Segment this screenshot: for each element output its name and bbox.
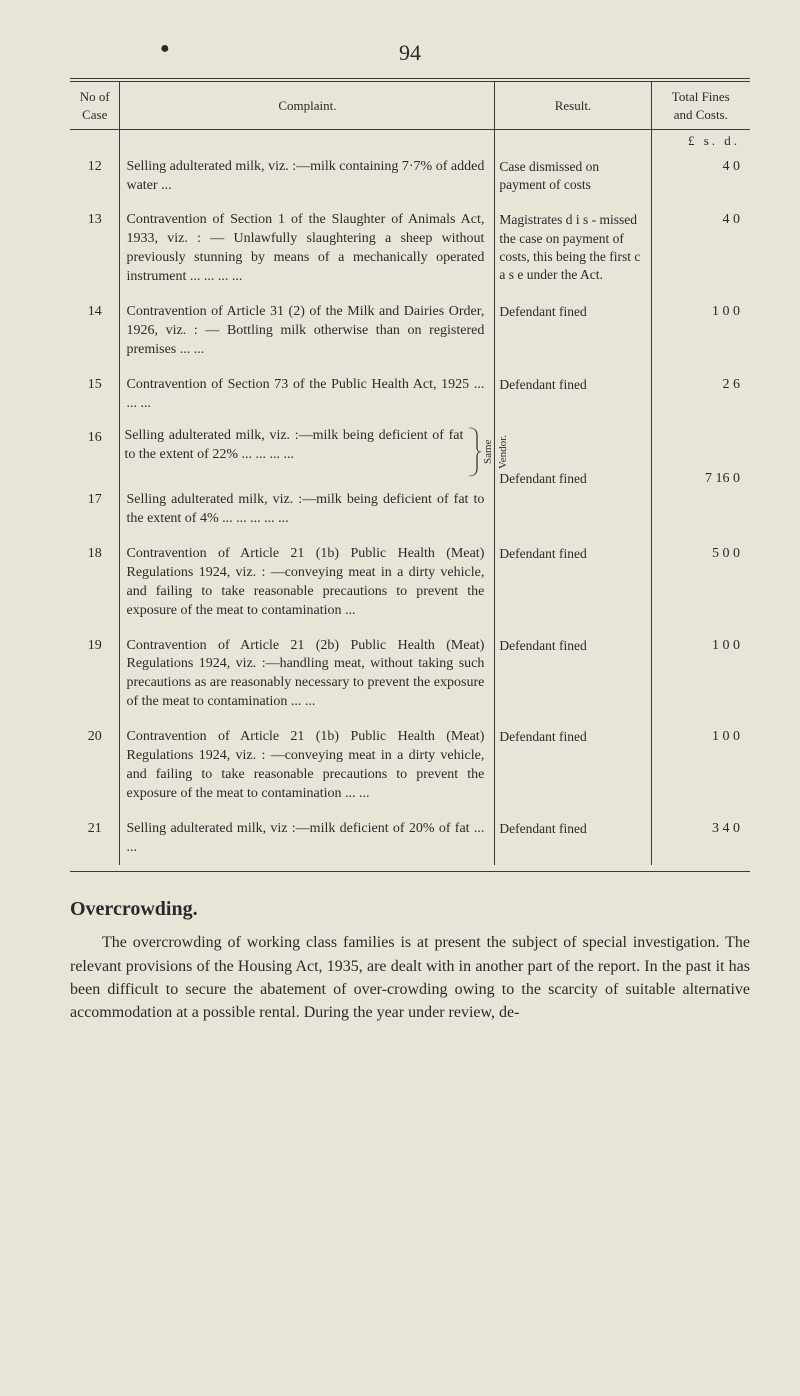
complaint-text: Contravention of Section 1 of the Slaugh… bbox=[120, 203, 495, 295]
case-number: 15 bbox=[70, 368, 120, 422]
complaint-text: Contravention of Article 31 (2) of the M… bbox=[120, 295, 495, 368]
overcrowding-heading: Overcrowding. bbox=[70, 898, 750, 921]
header-complaint: Complaint. bbox=[120, 82, 495, 130]
table-row: 15 Contravention of Section 73 of the Pu… bbox=[70, 368, 750, 422]
fines-amount: 5 0 0 bbox=[651, 537, 750, 629]
case-number: 21 bbox=[70, 812, 120, 866]
case-number: 12 bbox=[70, 150, 120, 204]
table-row bbox=[120, 471, 494, 483]
table-row: 19 Contravention of Article 21 (2b) Publ… bbox=[70, 629, 750, 721]
result-text: Defendant fined bbox=[495, 295, 651, 368]
fines-amount: 3 4 0 bbox=[651, 812, 750, 866]
case-number: 16 bbox=[70, 421, 120, 483]
overcrowding-paragraph: The overcrowding of working class famili… bbox=[70, 931, 750, 1024]
top-rule bbox=[70, 78, 750, 79]
page-number: 94 bbox=[70, 40, 750, 66]
table-row: 20 Contravention of Article 21 (1b) Publ… bbox=[70, 720, 750, 812]
table-row: 16 Selling adulterated milk, viz. :—milk… bbox=[70, 421, 750, 483]
result-text: Defendant fined bbox=[495, 812, 651, 866]
case-number: 14 bbox=[70, 295, 120, 368]
fines-amount: 7 16 0 bbox=[651, 421, 750, 537]
table-row: 21 Selling adulterated milk, viz :—milk … bbox=[70, 812, 750, 866]
bottom-rule bbox=[70, 871, 750, 872]
table-row: 14 Contravention of Article 31 (2) of th… bbox=[70, 295, 750, 368]
fines-amount: 4 0 bbox=[651, 150, 750, 204]
result-text: Defendant fined bbox=[495, 421, 651, 537]
table-header-row: No of Case Complaint. Result. Total Fine… bbox=[70, 82, 750, 130]
same-vendor-label: Same Vendor. bbox=[481, 435, 511, 469]
fines-amount: 2 6 bbox=[651, 368, 750, 422]
brace-cell: Same Vendor. bbox=[467, 421, 494, 483]
case-number: 17 bbox=[70, 483, 120, 537]
table-row: 18 Contravention of Article 21 (1b) Publ… bbox=[70, 537, 750, 629]
result-text: Defendant fined bbox=[495, 537, 651, 629]
result-text: Case dismissed on payment of costs bbox=[495, 150, 651, 204]
result-text: Defendant fined bbox=[495, 368, 651, 422]
case-number: 13 bbox=[70, 203, 120, 295]
result-text: Defendant fined bbox=[495, 720, 651, 812]
complaint-text: Selling adulterated milk, viz. :—milk co… bbox=[120, 150, 495, 204]
complaint-text: Selling adulterated milk, viz :—milk def… bbox=[120, 812, 495, 866]
fines-amount: 1 0 0 bbox=[651, 295, 750, 368]
header-fines: Total Fines and Costs. bbox=[651, 82, 750, 130]
case-number: 18 bbox=[70, 537, 120, 629]
complaint-text: Selling adulterated milk, viz. :—milk be… bbox=[120, 483, 495, 537]
case-number: 19 bbox=[70, 629, 120, 721]
complaint-text: Contravention of Article 21 (2b) Public … bbox=[120, 629, 495, 721]
header-case: No of Case bbox=[70, 82, 120, 130]
fines-amount: 1 0 0 bbox=[651, 629, 750, 721]
case-number: 20 bbox=[70, 720, 120, 812]
result-text: Defendant fined bbox=[495, 629, 651, 721]
table-row: £ s. d. bbox=[70, 130, 750, 150]
brace-icon bbox=[467, 427, 481, 477]
table-row: 12 Selling adulterated milk, viz. :—milk… bbox=[70, 150, 750, 204]
complaint-text: Contravention of Section 73 of the Publi… bbox=[120, 368, 495, 422]
money-header: £ s. d. bbox=[651, 130, 750, 150]
table-row: 13 Contravention of Section 1 of the Sla… bbox=[70, 203, 750, 295]
page-marker: ● bbox=[160, 40, 170, 58]
complaint-text: Contravention of Article 21 (1b) Public … bbox=[120, 537, 495, 629]
result-text: Magistrates d i s - missed the case on p… bbox=[495, 203, 651, 295]
fines-amount: 4 0 bbox=[651, 203, 750, 295]
fines-table: No of Case Complaint. Result. Total Fine… bbox=[70, 81, 750, 865]
header-result: Result. bbox=[495, 82, 651, 130]
fines-amount: 1 0 0 bbox=[651, 720, 750, 812]
complaint-text: Contravention of Article 21 (1b) Public … bbox=[120, 720, 495, 812]
complaint-text bbox=[120, 471, 467, 483]
complaint-text: Selling adulterated milk, viz. :—milk be… bbox=[120, 421, 467, 471]
